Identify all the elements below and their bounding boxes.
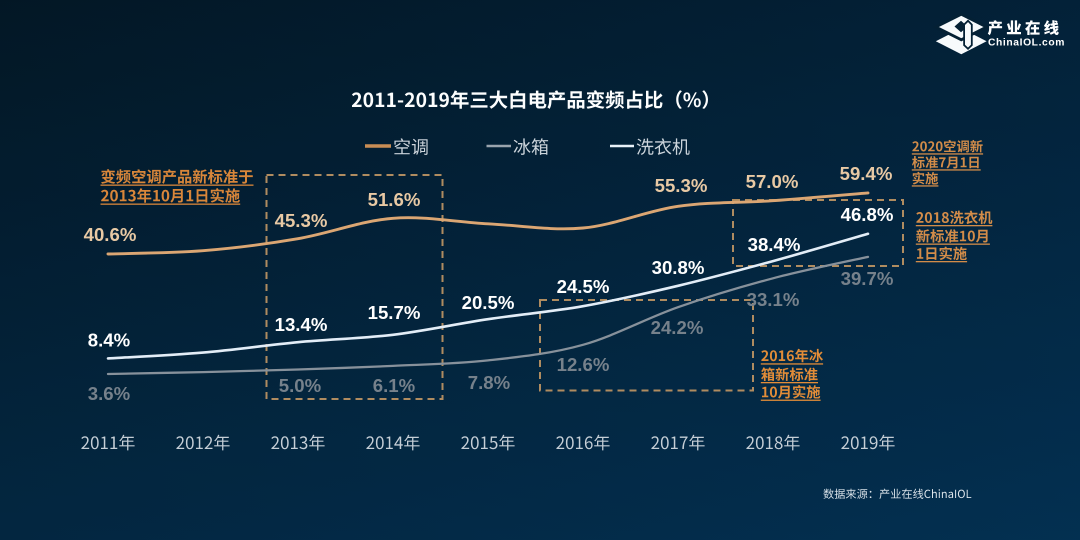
svg-text:33.1%: 33.1% xyxy=(747,289,800,310)
svg-text:20.5%: 20.5% xyxy=(462,292,515,313)
svg-text:51.6%: 51.6% xyxy=(368,189,421,210)
svg-text:8.4%: 8.4% xyxy=(88,330,131,351)
svg-text:57.0%: 57.0% xyxy=(746,171,799,192)
svg-text:ChinaIOL.com: ChinaIOL.com xyxy=(988,38,1065,49)
svg-text:59.4%: 59.4% xyxy=(840,163,893,184)
svg-text:45.3%: 45.3% xyxy=(275,210,328,231)
svg-text:55.3%: 55.3% xyxy=(655,175,708,196)
svg-text:13.4%: 13.4% xyxy=(275,314,328,335)
svg-text:39.7%: 39.7% xyxy=(841,268,894,289)
svg-text:24.2%: 24.2% xyxy=(651,317,704,338)
svg-text:6.1%: 6.1% xyxy=(373,375,416,396)
svg-text:24.5%: 24.5% xyxy=(557,276,610,297)
svg-text:12.6%: 12.6% xyxy=(557,354,610,375)
svg-text:15.7%: 15.7% xyxy=(368,302,421,323)
svg-text:5.0%: 5.0% xyxy=(279,375,322,396)
svg-text:30.8%: 30.8% xyxy=(652,257,705,278)
svg-text:46.8%: 46.8% xyxy=(841,204,894,225)
svg-text:38.4%: 38.4% xyxy=(748,234,801,255)
svg-text:7.8%: 7.8% xyxy=(468,372,511,393)
svg-text:3.6%: 3.6% xyxy=(88,383,131,404)
svg-text:40.6%: 40.6% xyxy=(84,224,137,245)
